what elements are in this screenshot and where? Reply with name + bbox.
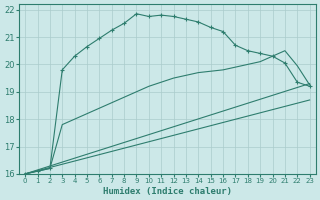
X-axis label: Humidex (Indice chaleur): Humidex (Indice chaleur) <box>103 187 232 196</box>
